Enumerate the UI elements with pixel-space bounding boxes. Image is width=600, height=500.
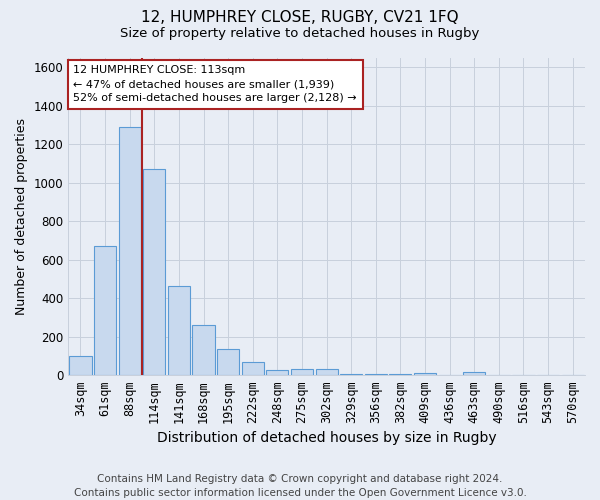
Bar [463, 372, 485, 375]
Bar [119, 127, 141, 375]
Bar [389, 374, 412, 375]
Y-axis label: Number of detached properties: Number of detached properties [15, 118, 28, 315]
Bar [217, 349, 239, 375]
Bar [70, 356, 92, 375]
Bar [340, 374, 362, 375]
X-axis label: Distribution of detached houses by size in Rugby: Distribution of detached houses by size … [157, 431, 496, 445]
Bar [266, 370, 289, 375]
Text: Size of property relative to detached houses in Rugby: Size of property relative to detached ho… [121, 28, 479, 40]
Bar [365, 374, 387, 375]
Bar [291, 370, 313, 375]
Text: 12, HUMPHREY CLOSE, RUGBY, CV21 1FQ: 12, HUMPHREY CLOSE, RUGBY, CV21 1FQ [141, 10, 459, 25]
Bar [193, 325, 215, 375]
Text: 12 HUMPHREY CLOSE: 113sqm
← 47% of detached houses are smaller (1,939)
52% of se: 12 HUMPHREY CLOSE: 113sqm ← 47% of detac… [73, 66, 357, 104]
Bar [94, 246, 116, 375]
Bar [143, 169, 166, 375]
Bar [316, 369, 338, 375]
Bar [168, 286, 190, 375]
Bar [414, 373, 436, 375]
Bar [242, 362, 264, 375]
Text: Contains HM Land Registry data © Crown copyright and database right 2024.
Contai: Contains HM Land Registry data © Crown c… [74, 474, 526, 498]
